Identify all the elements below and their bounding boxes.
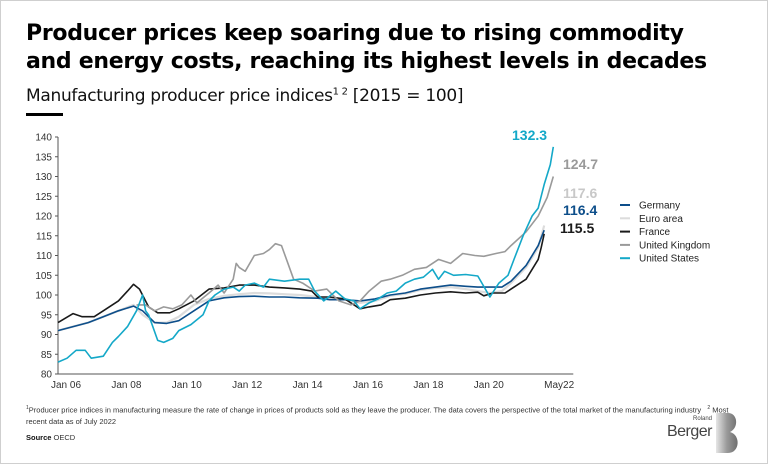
chart-subtitle: Manufacturing producer price indices1 2 … bbox=[26, 86, 464, 106]
series-line-germany bbox=[57, 229, 545, 332]
page-title: Producer prices keep soaring due to risi… bbox=[26, 21, 707, 74]
legend-label: Germany bbox=[639, 201, 680, 212]
x-tick-label: Jan 18 bbox=[413, 380, 443, 391]
y-tick-label: 100 bbox=[35, 291, 52, 302]
y-tick-label: 125 bbox=[35, 192, 52, 203]
subtitle-text: Manufacturing producer price indices bbox=[26, 86, 333, 106]
logo-roland-text: Roland bbox=[692, 416, 712, 422]
x-tick-label: Jan 10 bbox=[172, 380, 202, 391]
series-line-euro-area bbox=[57, 225, 546, 332]
title-underline bbox=[26, 113, 63, 116]
series-lines bbox=[57, 146, 555, 363]
roland-berger-logo: Roland Berger bbox=[666, 413, 750, 453]
y-tick-label: 90 bbox=[41, 330, 53, 341]
end-value-label: 132.3 bbox=[512, 127, 547, 143]
series-line-united-states bbox=[57, 146, 555, 363]
legend-label: United States bbox=[639, 254, 699, 265]
y-tick-label: 105 bbox=[35, 271, 52, 282]
source-label: Source bbox=[26, 433, 52, 442]
y-tick-label: 140 bbox=[35, 133, 52, 144]
footnote-1: Producer price indices in manufacturing … bbox=[28, 405, 702, 415]
footnote-1-marker: 1 bbox=[26, 405, 29, 411]
logo-berger-text: Berger bbox=[666, 423, 713, 440]
legend: Germany Euro area France United Kingdom Unit… bbox=[620, 201, 710, 265]
y-tick-label: 130 bbox=[35, 172, 52, 183]
source-line: Source OECD bbox=[26, 433, 75, 442]
x-tick-label: Jan 12 bbox=[232, 380, 262, 391]
x-tick-label: Jan 14 bbox=[293, 380, 323, 391]
footnotes: 1Producer price indices in manufacturing… bbox=[26, 403, 746, 427]
x-tick-label: May22 bbox=[544, 380, 574, 391]
footnote-2-marker: 2 bbox=[707, 405, 711, 411]
end-value-label: 117.6 bbox=[563, 185, 597, 201]
x-tick-label: Jan 20 bbox=[474, 380, 504, 391]
series-line-france bbox=[57, 233, 545, 324]
footnote-2: Most recent data as of July 2022 bbox=[26, 405, 729, 426]
y-tick-label: 110 bbox=[36, 251, 52, 262]
y-tick-label: 80 bbox=[41, 370, 53, 381]
y-tick-label: 115 bbox=[36, 231, 52, 242]
subtitle-unit: [2015 = 100] bbox=[352, 86, 464, 106]
y-tick-label: 135 bbox=[35, 152, 52, 163]
x-tick-label: Jan 16 bbox=[353, 380, 383, 391]
source-value: OECD bbox=[53, 433, 76, 442]
y-tick-label: 95 bbox=[41, 310, 53, 321]
series-line-united-kingdom bbox=[136, 176, 555, 312]
x-tick-label: Jan 08 bbox=[111, 380, 141, 391]
end-value-label: 116.4 bbox=[563, 202, 597, 218]
axes: 80 85 90 95 100 105 110 115 120 125 130 135 140 Jan 0… bbox=[35, 133, 574, 392]
subtitle-footnote-refs: 1 2 bbox=[332, 86, 348, 98]
x-tick-label: Jan 06 bbox=[51, 380, 81, 391]
y-tick-label: 120 bbox=[35, 212, 52, 223]
end-value-label: 115.5 bbox=[560, 220, 594, 236]
legend-label: Euro area bbox=[639, 214, 683, 225]
end-value-label: 124.7 bbox=[563, 156, 598, 172]
b-mark-icon bbox=[716, 413, 738, 453]
legend-label: France bbox=[639, 227, 671, 238]
legend-label: United Kingdom bbox=[639, 240, 710, 251]
y-tick-label: 85 bbox=[41, 350, 53, 361]
